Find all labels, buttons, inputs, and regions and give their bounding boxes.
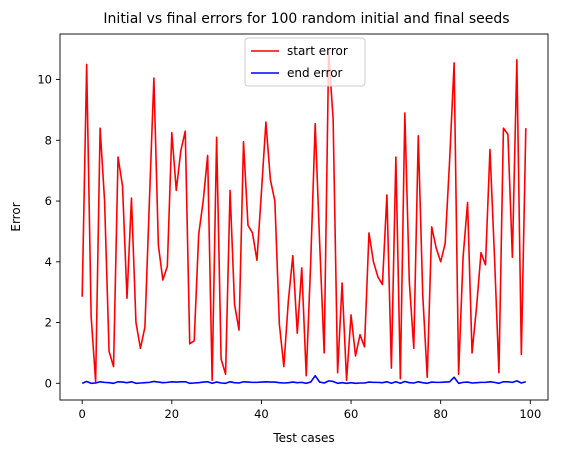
- series-line-start-error: [81, 51, 527, 383]
- legend-label: end error: [287, 66, 343, 80]
- x-tick-label: 100: [519, 407, 541, 421]
- series-line-end-error: [81, 374, 527, 385]
- x-tick-label: 80: [433, 407, 448, 421]
- y-axis: 0 2 4 6 8 10: [37, 73, 60, 390]
- y-tick-label: 2: [45, 316, 52, 330]
- chart-title: Initial vs final errors for 100 random i…: [103, 11, 509, 27]
- y-tick-label: 4: [45, 255, 52, 269]
- plot-frame: [59, 33, 549, 401]
- x-tick-label: 20: [164, 407, 179, 421]
- series-layer: [81, 51, 527, 385]
- y-tick-label: 8: [45, 133, 52, 147]
- legend: start error end error: [244, 37, 366, 87]
- y-tick-label: 10: [37, 73, 52, 87]
- x-tick-label: 60: [344, 407, 359, 421]
- x-tick-label: 40: [254, 407, 269, 421]
- y-tick-label: 6: [45, 194, 52, 208]
- y-axis-label: Error: [9, 202, 23, 231]
- x-tick-label: 0: [79, 407, 86, 421]
- x-axis-label: Test cases: [272, 431, 334, 445]
- x-axis: 0 20 40 60 80 100: [79, 400, 541, 421]
- legend-box: [244, 37, 366, 87]
- legend-label: start error: [287, 44, 348, 58]
- y-tick-label: 0: [45, 376, 52, 390]
